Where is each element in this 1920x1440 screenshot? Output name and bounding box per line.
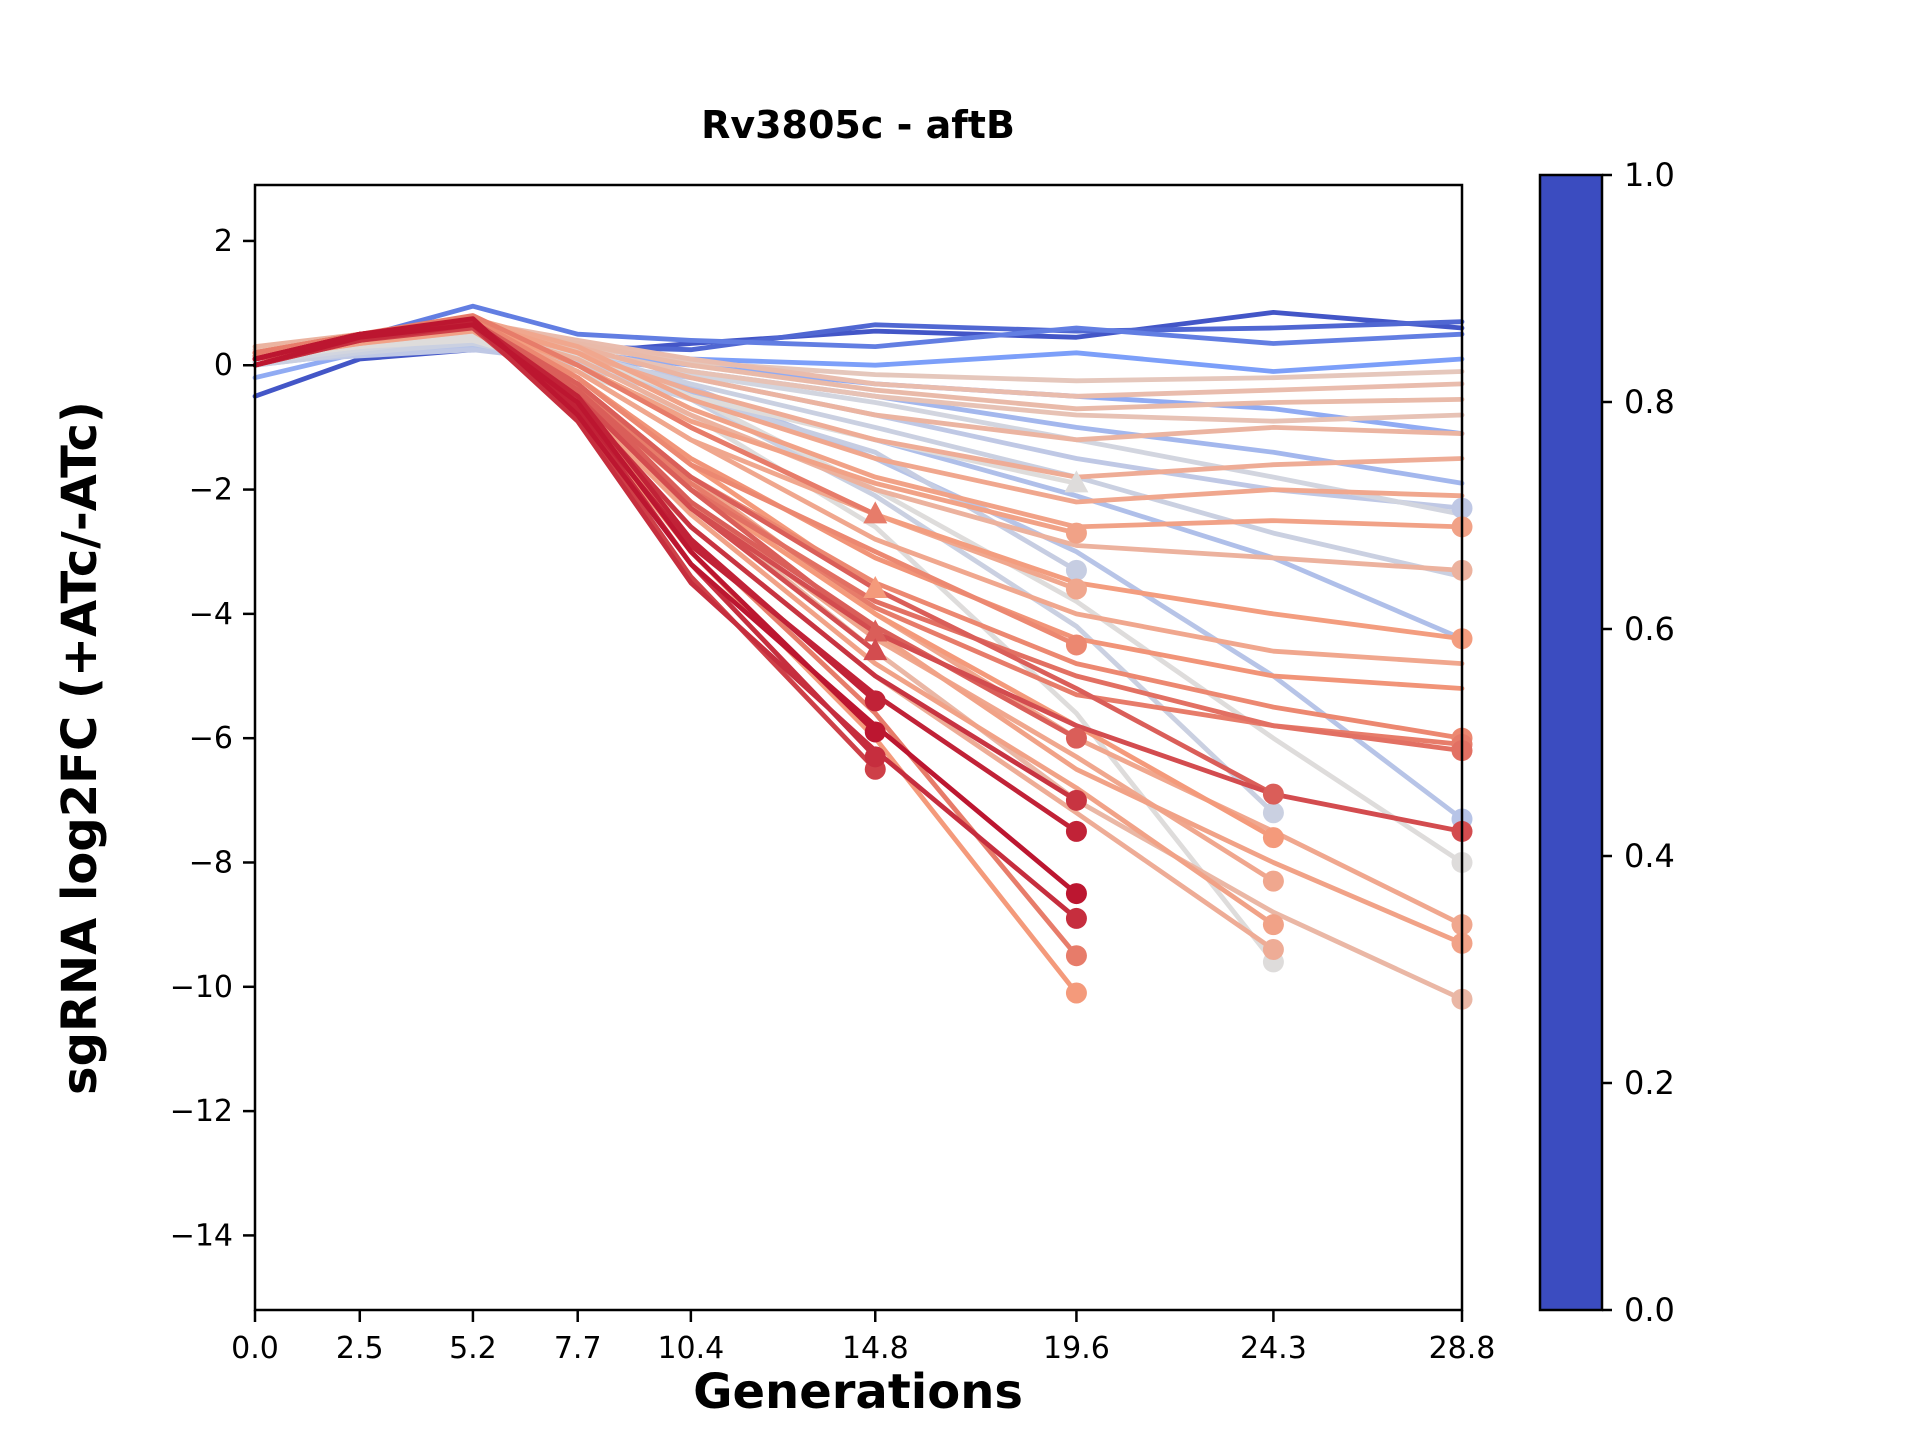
y-axis-label: sgRNA log2FC (+ATc/-ATc) — [52, 401, 108, 1095]
svg-text:28.8: 28.8 — [1429, 1331, 1496, 1366]
svg-text:0.8: 0.8 — [1624, 383, 1675, 421]
svg-text:0.4: 0.4 — [1624, 837, 1675, 875]
svg-text:0: 0 — [214, 348, 233, 383]
svg-text:−6: −6 — [189, 721, 233, 756]
x-axis-label: Generations — [693, 1364, 1023, 1420]
chart-title: Rv3805c - aftB — [701, 103, 1015, 147]
svg-text:−8: −8 — [189, 845, 233, 880]
svg-text:7.7: 7.7 — [554, 1331, 602, 1366]
svg-text:1.0: 1.0 — [1624, 156, 1675, 194]
svg-text:−14: −14 — [170, 1218, 233, 1253]
svg-text:−12: −12 — [170, 1094, 233, 1129]
svg-text:0.2: 0.2 — [1624, 1064, 1675, 1102]
svg-text:−10: −10 — [170, 970, 233, 1005]
svg-text:0.0: 0.0 — [231, 1331, 279, 1366]
svg-text:10.4: 10.4 — [657, 1331, 724, 1366]
svg-text:5.2: 5.2 — [449, 1331, 497, 1366]
svg-text:0.6: 0.6 — [1624, 610, 1675, 648]
svg-text:−4: −4 — [189, 597, 233, 632]
svg-text:19.6: 19.6 — [1043, 1331, 1110, 1366]
svg-text:24.3: 24.3 — [1240, 1331, 1307, 1366]
svg-text:14.8: 14.8 — [842, 1331, 909, 1366]
svg-text:2: 2 — [214, 224, 233, 259]
svg-text:2.5: 2.5 — [336, 1331, 384, 1366]
svg-text:−2: −2 — [189, 473, 233, 508]
svg-text:0.0: 0.0 — [1624, 1291, 1675, 1329]
